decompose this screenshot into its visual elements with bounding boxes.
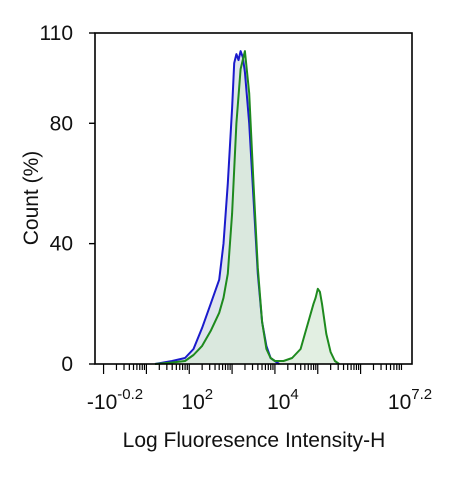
series-2-line: [154, 50, 340, 365]
y-tick-label: 0: [61, 353, 73, 376]
histogram-series-layer: [154, 50, 340, 365]
series-2-fill: [155, 51, 340, 364]
y-tick-label: 80: [50, 112, 73, 135]
plot-frame: [94, 32, 413, 365]
x-tick-label: 104: [267, 386, 299, 414]
x-tick-label: 107.2: [388, 386, 432, 414]
axis-ticks-layer: 0 40 80 110 -10-0.2 102 104 107.2: [40, 22, 433, 414]
y-tick-label: 40: [50, 233, 73, 256]
x-axis-title: Log Fluoresence Intensity-H: [123, 429, 386, 452]
y-tick-label: 110: [40, 22, 73, 45]
y-axis-title: Count (%): [20, 151, 43, 246]
x-tick-label: -10-0.2: [87, 386, 143, 414]
x-tick-label: 102: [181, 386, 213, 414]
